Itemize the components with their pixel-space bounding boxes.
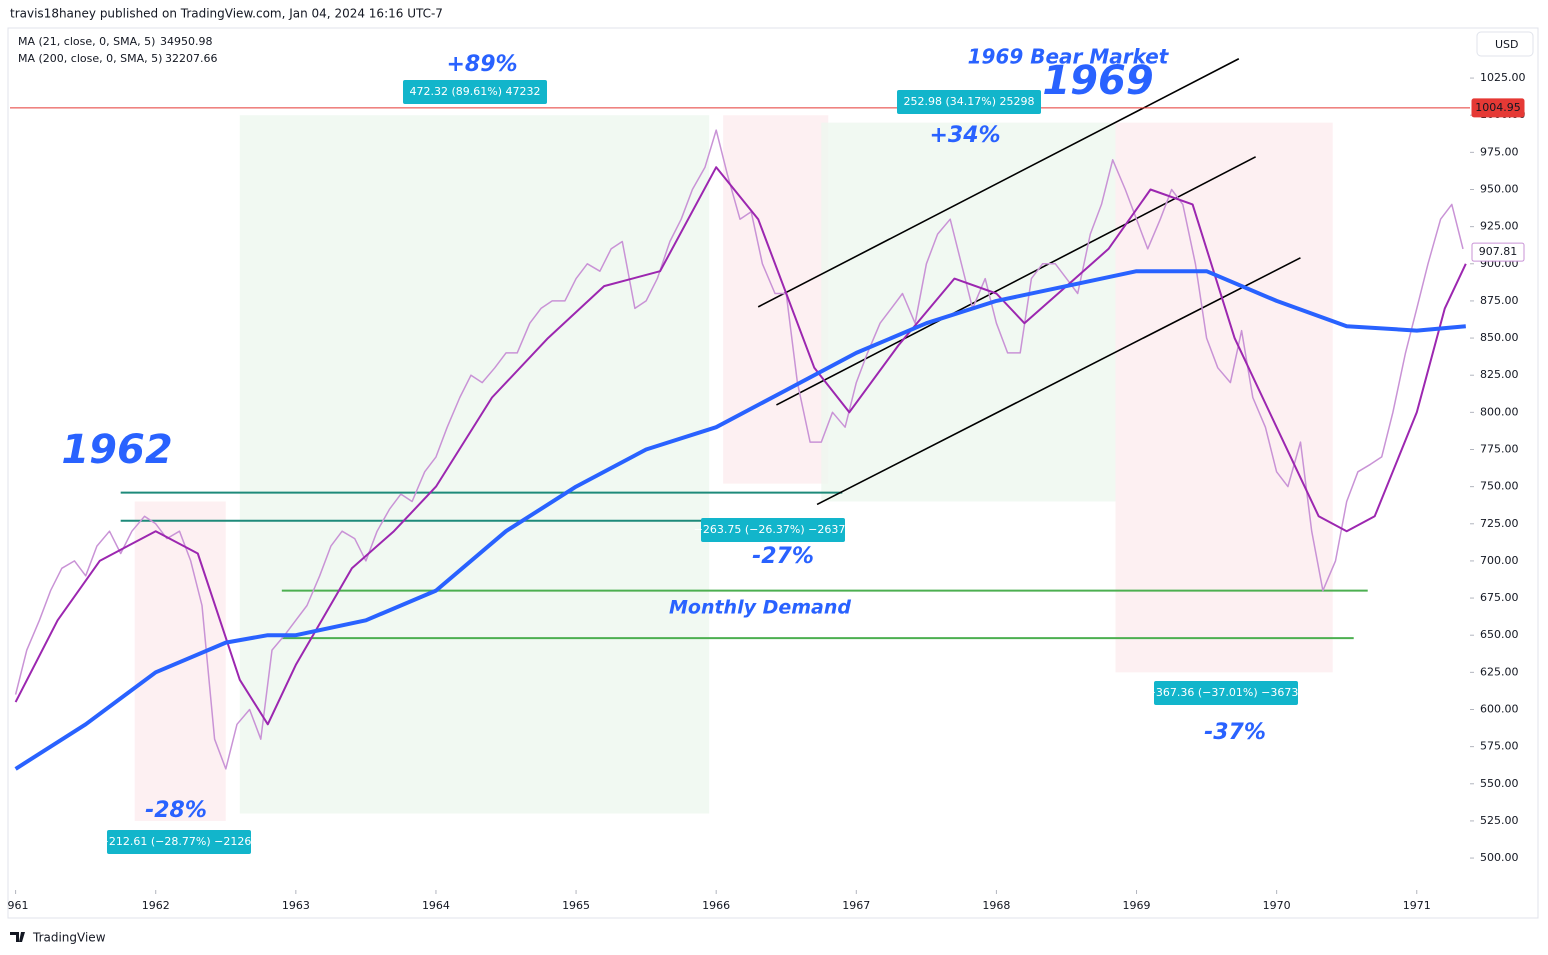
annotation: +34% [929,123,1000,148]
y-tick-label: 950.00 [1480,182,1519,195]
frame [7,27,1539,919]
annotation: -28% [145,798,207,823]
series-line [14,269,1466,771]
zone [239,115,710,814]
measure-box [1154,681,1298,705]
x-tick-label: 1968 [982,899,1010,912]
y-tick-label: 600.00 [1480,702,1519,715]
y-tick-label: 875.00 [1480,294,1519,307]
logo [10,932,25,942]
plot [14,58,1467,821]
annotation: Monthly Demand [669,597,851,619]
footer: TradingView [32,931,106,945]
x-tick-label: 1963 [282,899,310,912]
zone [1115,122,1333,673]
y-tick-label: 850.00 [1480,331,1519,344]
y-tick-label: 700.00 [1480,554,1519,567]
annotation: +89% [446,52,517,77]
y-tick-label: 750.00 [1480,480,1519,493]
y-tick-label: 725.00 [1480,517,1519,530]
y-tick-label: 825.00 [1480,368,1519,381]
legend-value: 32207.66 [165,52,218,65]
y-tick-label: 575.00 [1480,740,1519,753]
y-tick-label: 1025.00 [1480,71,1526,84]
x-tick-label: 1969 [1123,899,1151,912]
x-tick-label: 1964 [422,899,450,912]
measure-label: −212.61 (−28.77%) −21261 [100,835,259,848]
currency[interactable]: USD [1495,38,1519,51]
measure-box [701,518,845,542]
x-tick-label: 961 [8,899,29,912]
measure-label: 472.32 (89.61%) 47232 [409,85,540,98]
channel-line [816,257,1301,506]
y-tick-label: 675.00 [1480,591,1519,604]
series-line [14,166,1467,726]
x-tick-label: 1962 [142,899,170,912]
zone [821,122,1116,502]
annotation: -27% [752,544,814,569]
zone [723,115,829,484]
annotation: 1969 Bear Market [968,45,1170,69]
y-tick-label: 925.00 [1480,220,1519,233]
measure-box [107,830,251,854]
measure-label: 252.98 (34.17%) 25298 [903,95,1034,108]
price-tag [1471,242,1525,262]
legend-label: MA (200, close, 0, SMA, 5) [18,52,162,65]
x-tick-label: 1967 [842,899,870,912]
legend-value: 34950.98 [160,35,213,48]
measure-label: −367.36 (−37.01%) −36736 [1147,686,1306,699]
series-line [14,129,1464,770]
x-tick-label: 1971 [1403,899,1431,912]
y-tick-label: 500.00 [1480,851,1519,864]
measure-label: −263.75 (−26.37%) −26375 [694,523,853,536]
measure-box [403,80,547,104]
y-tick-label: 625.00 [1480,665,1519,678]
y-tick-label: 775.00 [1480,442,1519,455]
x-tick-label: 1970 [1263,899,1291,912]
y-tick-label: 550.00 [1480,777,1519,790]
y-tick-label: 800.00 [1480,405,1519,418]
resistance-tag [1471,98,1525,118]
x-tick-label: 1965 [562,899,590,912]
x-tick-label: 1966 [702,899,730,912]
y-tick-label: 650.00 [1480,628,1519,641]
channel-line [757,58,1240,308]
y-tick-label: 975.00 [1480,145,1519,158]
legend-label: MA (21, close, 0, SMA, 5) [18,35,155,48]
price-tag-label: 907.81 [1479,245,1518,258]
measure-box [897,90,1041,114]
annotation: -37% [1204,720,1266,745]
annotation: 1962 [61,427,172,473]
resistance-tag-label: 1004.95 [1475,101,1521,114]
currency-button[interactable] [1476,31,1534,57]
y-tick-label: 525.00 [1480,814,1519,827]
annotation: 1969 [1042,58,1153,104]
publisher: travis18haney published on TradingView.c… [10,7,443,21]
